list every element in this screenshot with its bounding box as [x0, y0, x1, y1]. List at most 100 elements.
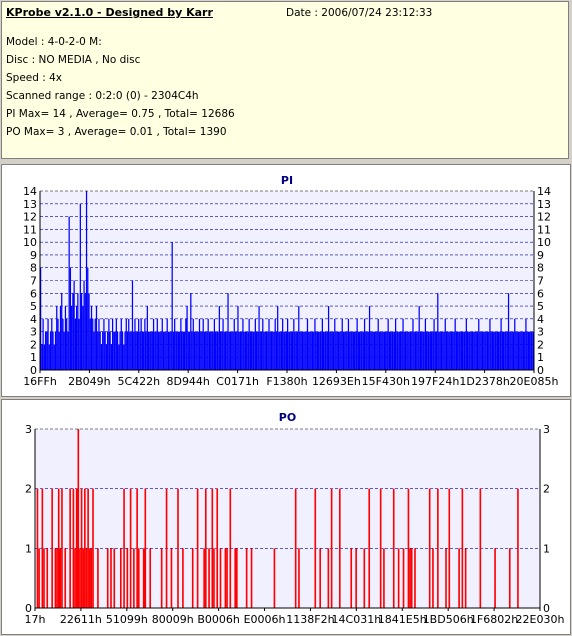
bar: [458, 548, 460, 608]
bar: [46, 331, 48, 370]
bar: [282, 318, 284, 370]
bar: [520, 331, 522, 370]
bar: [94, 318, 96, 370]
bar: [133, 331, 135, 370]
bar: [377, 318, 379, 370]
bar: [474, 331, 476, 370]
bar: [227, 293, 229, 370]
app-title: KProbe v2.1.0 - Designed by Karr: [6, 6, 213, 19]
bar: [74, 548, 76, 608]
y-tick-label-left: 0: [30, 364, 37, 377]
bar: [245, 548, 248, 608]
bar: [107, 331, 109, 370]
bar: [164, 331, 166, 370]
bar: [109, 331, 111, 370]
bar: [188, 331, 191, 370]
bar: [211, 488, 214, 608]
bar: [41, 488, 44, 608]
bar: [69, 488, 71, 608]
bar: [162, 331, 165, 370]
bar: [84, 488, 86, 608]
bar: [114, 331, 116, 370]
y-tick-label-left: 13: [23, 198, 37, 211]
bar: [108, 318, 110, 370]
bar: [170, 331, 172, 370]
bar: [300, 331, 302, 370]
bar: [422, 331, 424, 370]
bar: [183, 331, 186, 370]
bar: [397, 548, 400, 608]
x-tick-label: B0006h: [197, 613, 240, 626]
bar: [257, 331, 259, 370]
bar: [83, 280, 85, 370]
po-summary-line: PO Max= 3 , Average= 0.01 , Total= 1390: [6, 126, 227, 138]
bar: [496, 331, 499, 370]
bar: [411, 331, 413, 370]
y-tick-label-left: 6: [30, 287, 37, 300]
bar: [515, 331, 517, 370]
bar: [352, 331, 355, 370]
bar: [74, 318, 76, 370]
bar: [79, 548, 81, 608]
x-tick-label: 8D944h: [166, 375, 209, 388]
bar: [368, 488, 371, 608]
bar: [418, 306, 420, 370]
bar: [296, 331, 299, 370]
bar: [145, 331, 147, 370]
bar: [160, 548, 163, 608]
bar: [118, 344, 120, 370]
bar: [68, 216, 70, 370]
bar: [410, 548, 413, 608]
bar: [508, 548, 511, 608]
bar: [40, 267, 42, 370]
bar: [241, 331, 243, 370]
bar: [205, 331, 207, 370]
speed-line: Speed : 4x: [6, 72, 63, 84]
bar: [382, 331, 384, 370]
bar: [215, 331, 217, 370]
bar: [208, 548, 210, 608]
bar: [246, 331, 248, 370]
bar: [38, 548, 40, 608]
bar: [383, 548, 385, 608]
bar: [341, 318, 343, 370]
bar: [61, 488, 63, 608]
bar: [84, 293, 86, 370]
bar: [113, 331, 115, 370]
bar: [92, 318, 94, 370]
y-tick-label-right: 9: [537, 249, 544, 262]
bar: [392, 331, 394, 370]
bar: [337, 331, 340, 370]
bar: [516, 331, 518, 370]
bar: [71, 306, 73, 370]
model-line: Model : 4-0-2-0 M:: [6, 36, 102, 48]
bar: [115, 318, 117, 370]
bar: [267, 331, 269, 370]
bar: [529, 331, 531, 370]
bar: [283, 331, 285, 370]
bar: [471, 331, 474, 370]
bar: [509, 331, 511, 370]
bar: [54, 331, 57, 370]
bar: [102, 331, 104, 370]
bar: [186, 306, 188, 370]
bar: [485, 331, 487, 370]
bar: [273, 331, 275, 370]
bar: [510, 331, 512, 370]
bar: [120, 318, 122, 370]
bar: [263, 331, 265, 370]
bar: [424, 318, 427, 370]
bar: [259, 331, 261, 370]
bar: [134, 318, 136, 370]
bar: [486, 331, 489, 370]
bar: [123, 344, 125, 370]
bar: [330, 331, 332, 370]
bar: [105, 344, 108, 370]
bar: [48, 344, 50, 370]
bar: [200, 331, 202, 370]
bar: [318, 331, 320, 370]
bar: [172, 331, 175, 370]
bar: [89, 318, 91, 370]
bar: [59, 306, 62, 370]
bar: [464, 331, 466, 370]
